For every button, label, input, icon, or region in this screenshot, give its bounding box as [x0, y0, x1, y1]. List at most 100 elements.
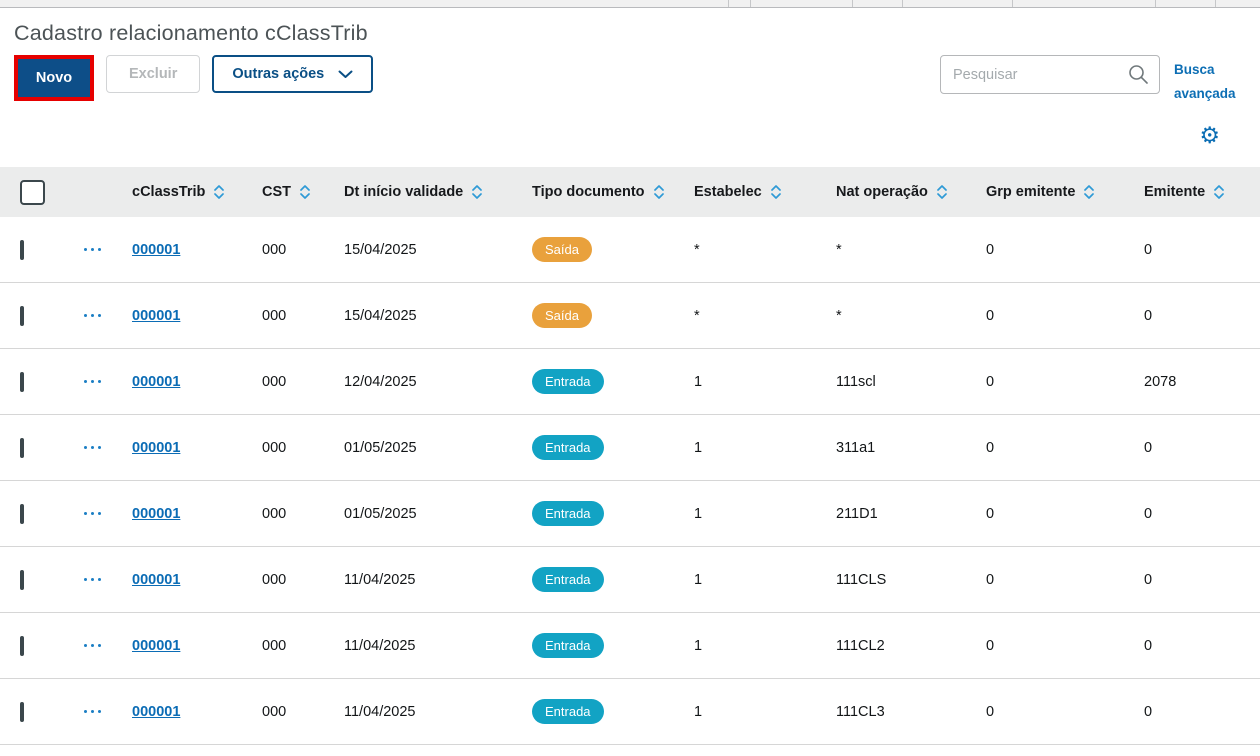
- sort-icon[interactable]: [653, 185, 664, 199]
- toolbar-search-area: Busca avançada: [940, 55, 1246, 106]
- column-header-nat-operacao[interactable]: Nat operação: [824, 184, 974, 200]
- delete-button[interactable]: Excluir: [106, 55, 201, 93]
- cell-grp-emitente: 0: [986, 373, 995, 390]
- row-select-cell: [0, 239, 64, 260]
- sort-icon[interactable]: [214, 185, 225, 199]
- cell-emitente: 0: [1144, 637, 1153, 654]
- sort-icon[interactable]: [770, 185, 781, 199]
- cell-dt-inicio: 11/04/2025: [344, 571, 416, 588]
- row-checkbox[interactable]: [20, 503, 24, 524]
- row-checkbox[interactable]: [20, 569, 24, 590]
- row-select-cell: [0, 305, 64, 326]
- cclasstrib-link[interactable]: 000001: [132, 505, 181, 522]
- cell-cclasstrib: 000001: [120, 704, 250, 720]
- row-actions-ellipsis-icon[interactable]: [82, 440, 103, 455]
- cclasstrib-link[interactable]: 000001: [132, 241, 181, 258]
- toolbar-actions: Novo Excluir Outras ações: [14, 55, 374, 101]
- row-select-cell: [0, 371, 64, 392]
- cell-cst: 000: [262, 637, 287, 654]
- cell-nat-operacao: 311a1: [836, 439, 876, 456]
- search-box: [940, 55, 1160, 94]
- row-actions-ellipsis-icon[interactable]: [82, 506, 103, 521]
- top-bar-divider: [1155, 0, 1156, 7]
- cell-nat-operacao: 211D1: [836, 505, 878, 522]
- cclasstrib-link[interactable]: 000001: [132, 307, 181, 324]
- cclasstrib-link[interactable]: 000001: [132, 571, 181, 588]
- sort-icon[interactable]: [1084, 185, 1095, 199]
- row-actions-cell: [64, 374, 120, 389]
- gear-icon[interactable]: ⚙: [1199, 122, 1220, 148]
- row-actions-ellipsis-icon[interactable]: [82, 572, 103, 587]
- column-header-emitente[interactable]: Emitente: [1132, 184, 1260, 200]
- cell-tipo-documento: Entrada: [520, 633, 682, 658]
- sort-icon[interactable]: [937, 185, 947, 199]
- cell-nat-operacao: 111CLS: [836, 571, 887, 588]
- row-actions-ellipsis-icon[interactable]: [82, 308, 103, 323]
- row-actions-cell: [64, 704, 120, 719]
- cell-nat-operacao: 111scl: [836, 373, 876, 390]
- cell-cclasstrib: 000001: [120, 308, 250, 324]
- column-header-grp-emitente[interactable]: Grp emitente: [974, 184, 1132, 200]
- row-checkbox[interactable]: [20, 437, 24, 458]
- status-badge: Entrada: [532, 369, 604, 394]
- search-icon[interactable]: [1128, 64, 1149, 85]
- cell-cclasstrib: 000001: [120, 572, 250, 588]
- row-checkbox[interactable]: [20, 701, 24, 722]
- cell-tipo-documento: Entrada: [520, 435, 682, 460]
- cclasstrib-link[interactable]: 000001: [132, 439, 181, 456]
- cell-grp-emitente: 0: [986, 307, 995, 324]
- row-checkbox[interactable]: [20, 371, 24, 392]
- search-input[interactable]: [940, 55, 1160, 94]
- row-checkbox[interactable]: [20, 635, 24, 656]
- sort-icon[interactable]: [300, 185, 310, 199]
- cclasstrib-link[interactable]: 000001: [132, 637, 181, 654]
- cell-estabelec: 1: [694, 703, 703, 720]
- cell-cst: 000: [262, 439, 287, 456]
- row-select-cell: [0, 701, 64, 722]
- column-header-cclasstrib[interactable]: cClassTrib: [120, 184, 250, 200]
- new-button[interactable]: Novo: [18, 59, 90, 97]
- cell-cclasstrib: 000001: [120, 506, 250, 522]
- row-actions-cell: [64, 440, 120, 455]
- advanced-search-link[interactable]: Busca avançada: [1174, 62, 1236, 101]
- row-actions-cell: [64, 308, 120, 323]
- cclasstrib-link[interactable]: 000001: [132, 703, 181, 720]
- row-select-cell: [0, 569, 64, 590]
- sort-icon[interactable]: [472, 185, 483, 199]
- row-actions-ellipsis-icon[interactable]: [82, 704, 103, 719]
- table-row: 000001 000 15/04/2025 Saída * * 0 0: [0, 283, 1260, 349]
- row-actions-ellipsis-icon[interactable]: [82, 374, 103, 389]
- row-actions-cell: [64, 572, 120, 587]
- status-badge: Entrada: [532, 567, 604, 592]
- row-actions-cell: [64, 638, 120, 653]
- table-row: 000001 000 11/04/2025 Entrada 1 111CL3 0…: [0, 679, 1260, 745]
- row-actions-ellipsis-icon[interactable]: [82, 242, 103, 257]
- cell-tipo-documento: Saída: [520, 303, 682, 328]
- cell-dt-inicio: 15/04/2025: [344, 307, 417, 324]
- more-actions-button[interactable]: Outras ações: [212, 55, 374, 93]
- column-header-dt-inicio[interactable]: Dt início validade: [332, 184, 520, 200]
- column-header-estabelec[interactable]: Estabelec: [682, 184, 824, 200]
- row-checkbox[interactable]: [20, 239, 24, 260]
- cell-grp-emitente: 0: [986, 571, 995, 588]
- cell-nat-operacao: *: [836, 307, 842, 324]
- cell-cclasstrib: 000001: [120, 242, 250, 258]
- column-header-cst[interactable]: CST: [250, 184, 332, 200]
- cell-cclasstrib: 000001: [120, 440, 250, 456]
- table-body: 000001 000 15/04/2025 Saída * * 0 0 0000…: [0, 217, 1260, 745]
- cell-dt-inicio: 12/04/2025: [344, 373, 417, 390]
- row-actions-ellipsis-icon[interactable]: [82, 638, 103, 653]
- status-badge: Entrada: [532, 501, 604, 526]
- settings-row: ⚙: [14, 106, 1246, 150]
- sort-icon[interactable]: [1214, 185, 1225, 199]
- toolbar: Novo Excluir Outras ações Busca avançada: [14, 55, 1246, 106]
- cell-cst: 000: [262, 307, 287, 324]
- row-checkbox[interactable]: [20, 305, 24, 326]
- cell-nat-operacao: 111CL3: [836, 703, 885, 720]
- column-header-tipo-documento[interactable]: Tipo documento: [520, 184, 682, 200]
- cell-cst: 000: [262, 373, 287, 390]
- select-all-checkbox[interactable]: [20, 179, 45, 205]
- cell-dt-inicio: 11/04/2025: [344, 637, 416, 654]
- cclasstrib-link[interactable]: 000001: [132, 373, 181, 390]
- status-badge: Entrada: [532, 699, 604, 724]
